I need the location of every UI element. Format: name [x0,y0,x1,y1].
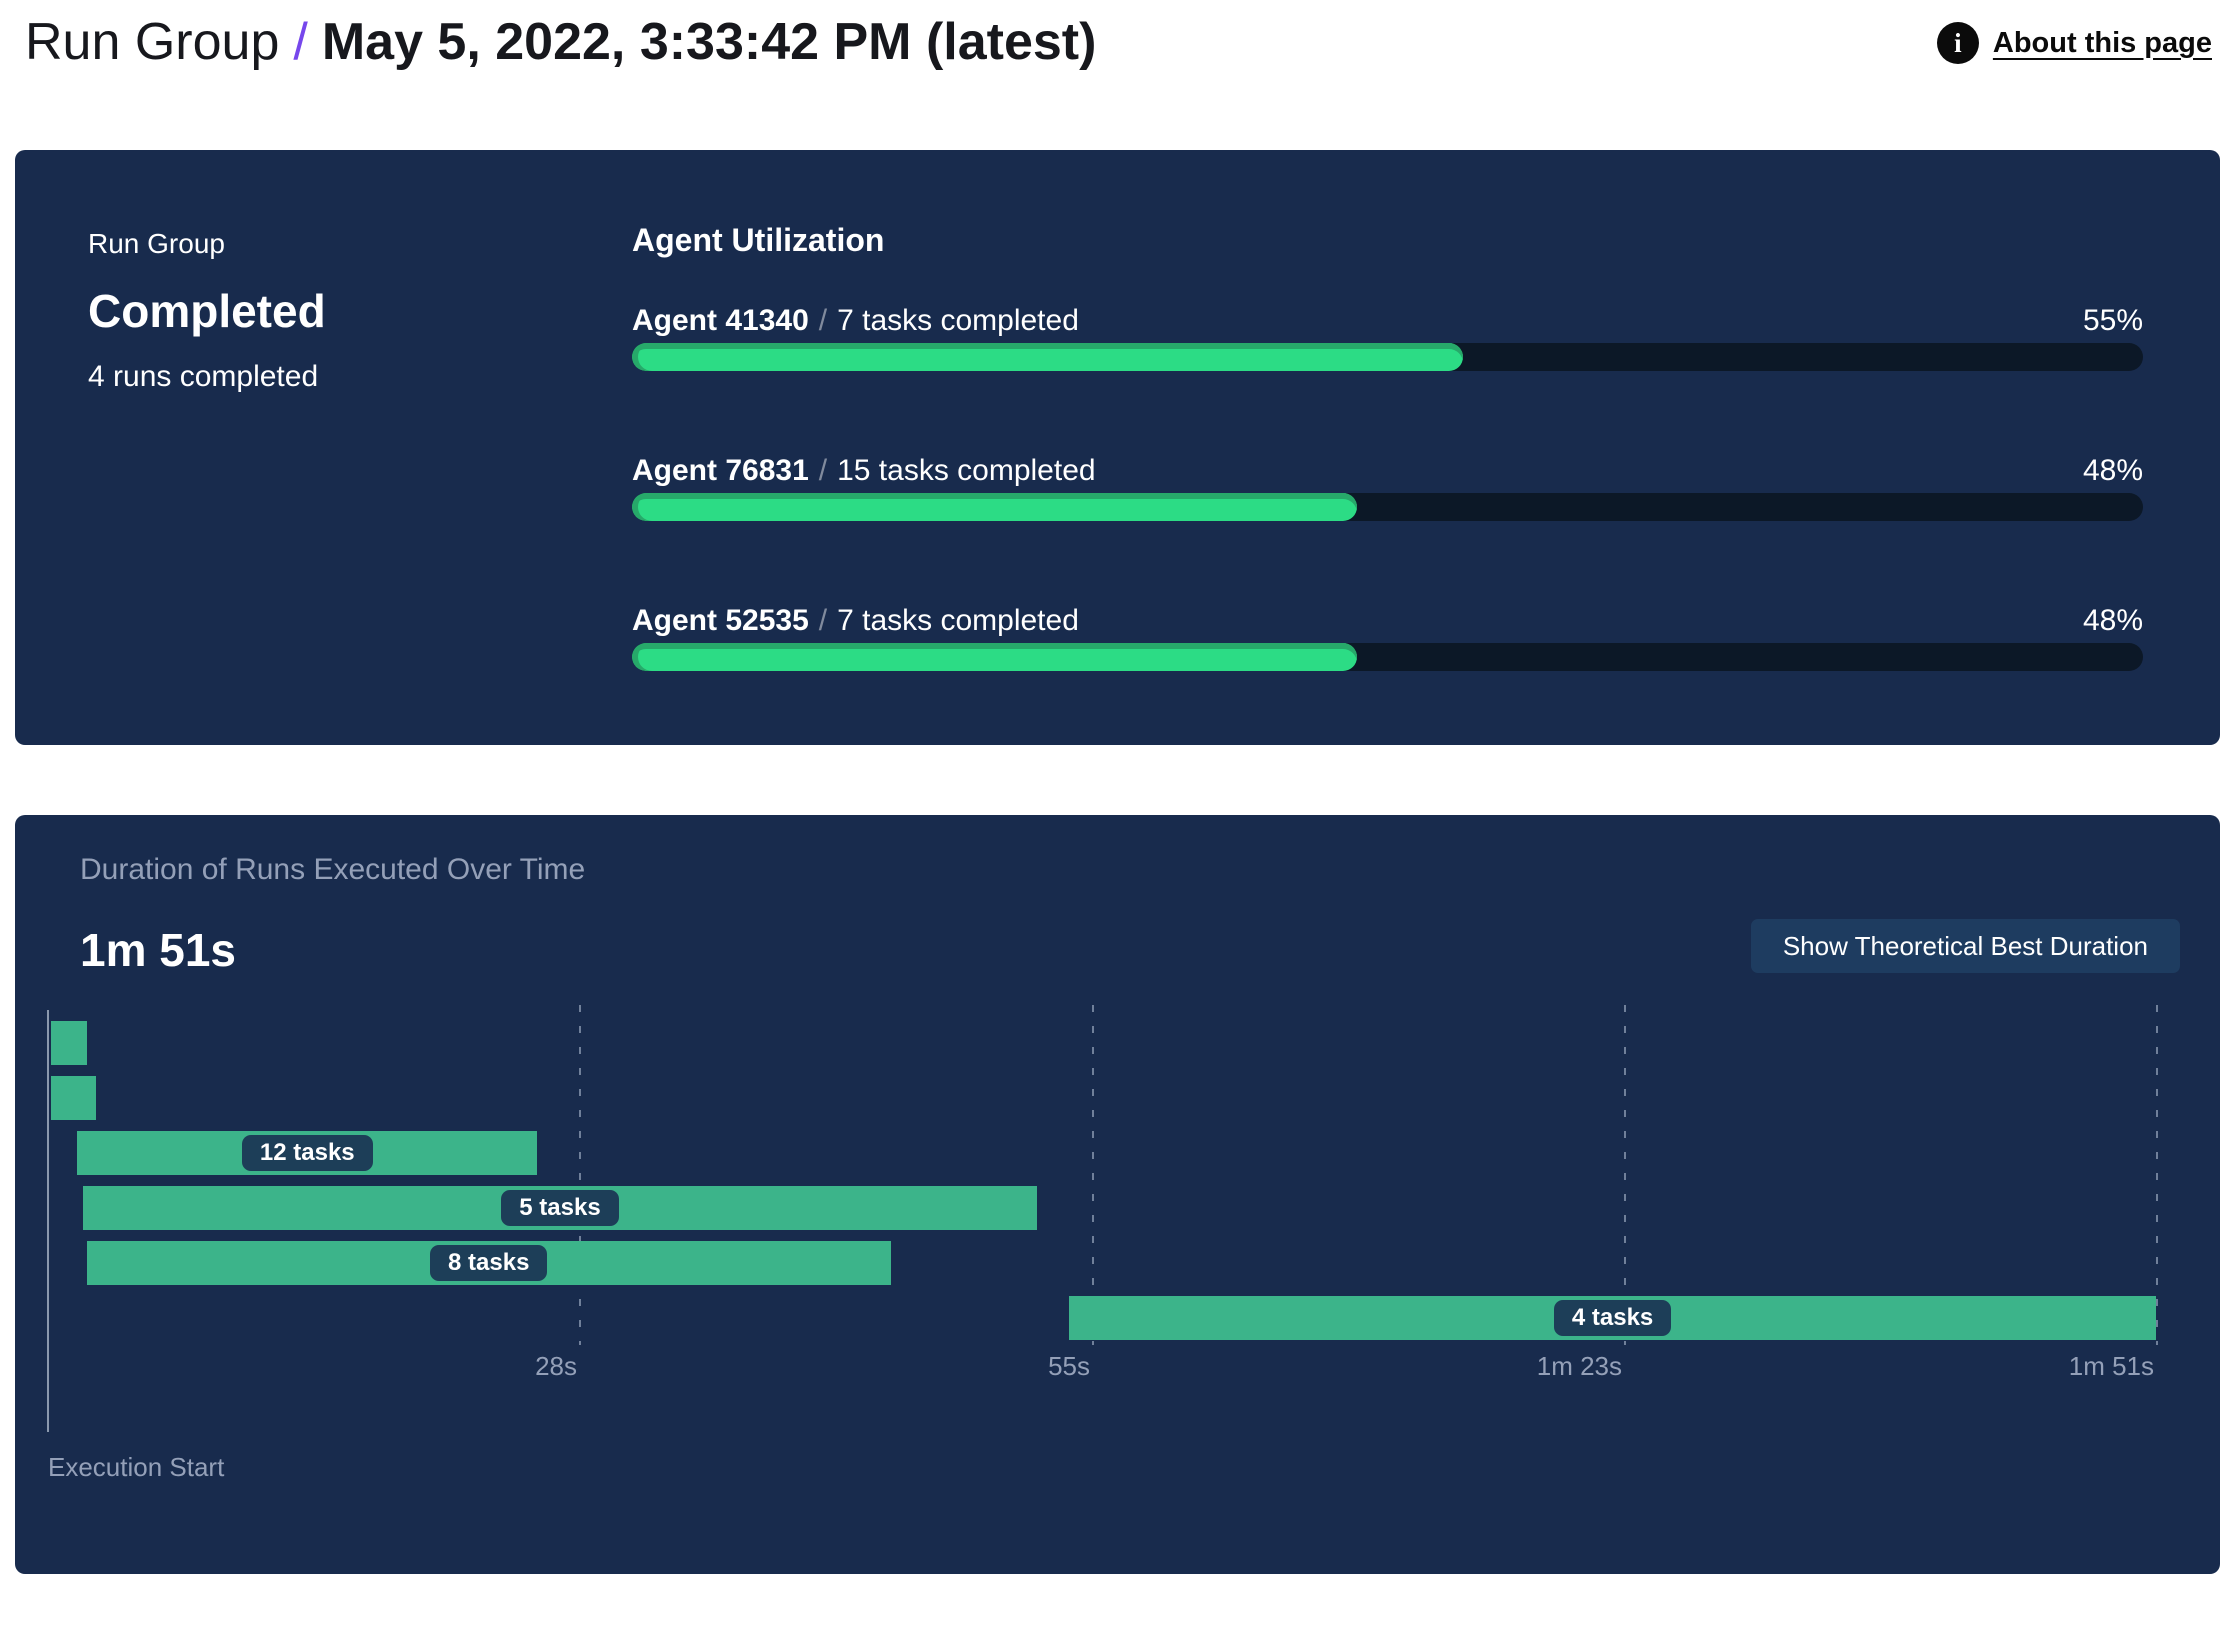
time-tick-label: 1m 23s [1536,1351,1622,1381]
run-group-panel: Run Group Completed 4 runs completed Age… [15,150,2220,745]
time-gridline [2156,1005,2158,1345]
agent-row-label: Agent 76831 / 15 tasks completed [632,454,1096,488]
breadcrumb-root[interactable]: Run Group [25,13,280,71]
task-count-chip: 4 tasks [1553,1300,1672,1336]
agent-row: Agent 52535 / 7 tasks completed 48% [632,600,2143,750]
page-title: May 5, 2022, 3:33:42 PM (latest) [321,13,1097,71]
breadcrumb: Run Group / May 5, 2022, 3:33:42 PM (lates… [25,12,1096,72]
task-count-chip: 5 tasks [501,1190,619,1226]
agent-progress-fill [632,643,1358,671]
time-tick-label: 1m 51s [2068,1351,2154,1381]
agent-tasks-completed: 7 tasks completed [837,604,1079,637]
execution-start-axis-line [47,1010,49,1432]
agent-row: Agent 41340 / 7 tasks completed 55% [632,300,2143,450]
run-duration-bar: 8 tasks [86,1241,891,1285]
agent-progress-fill [632,343,1464,371]
agent-progress-track [632,643,2143,671]
duration-panel: Duration of Runs Executed Over Time 1m 5… [15,815,2220,1574]
agent-row-label: Agent 52535 / 7 tasks completed [632,604,1079,638]
agent-row-header: Agent 52535 / 7 tasks completed 48% [632,604,2143,638]
run-duration-bar: 4 tasks [1069,1296,2156,1340]
agent-progress-track [632,343,2143,371]
agent-name: Agent 52535 [632,604,809,637]
agent-utilization-percent: 48% [2082,604,2143,637]
duration-chart-title: Duration of Runs Executed Over Time [80,853,586,886]
time-tick-label: 28s [535,1351,577,1381]
time-tick-label: 55s [1048,1351,1090,1381]
time-gridline [579,1005,581,1345]
agent-progress-track [632,493,2143,521]
agent-row: Agent 76831 / 15 tasks completed 48% [632,450,2143,600]
agent-label-separator: / [818,604,828,637]
agent-utilization-percent: 48% [2082,454,2143,487]
runs-completed-count: 4 runs completed [88,360,319,393]
agent-utilization-percent: 55% [2082,304,2143,337]
agent-tasks-completed: 7 tasks completed [837,304,1079,337]
duration-gantt-chart: Execution Start 28s 55s 1m 23s 1m 51s 12 tas… [15,815,2220,1574]
execution-start-label: Execution Start [48,1452,225,1482]
agent-row-header: Agent 76831 / 15 tasks completed 48% [632,454,2143,488]
agent-row-header: Agent 41340 / 7 tasks completed 55% [632,304,2143,338]
show-theoretical-best-duration-button[interactable]: Show Theoretical Best Duration [1750,919,2180,973]
run-duration-bar [50,1076,97,1120]
time-gridline [1092,1005,1094,1345]
agent-label-separator: / [818,454,828,487]
agent-utilization-title: Agent Utilization [632,222,885,258]
run-group-status-value: Completed [88,285,326,337]
agent-name: Agent 41340 [632,304,809,337]
task-count-chip: 8 tasks [430,1245,548,1281]
task-count-chip: 12 tasks [241,1135,373,1171]
agent-name: Agent 76831 [632,454,809,487]
total-duration-value: 1m 51s [80,924,237,976]
run-duration-bar: 12 tasks [77,1131,538,1175]
agent-label-separator: / [818,304,828,337]
about-link-label: About this page [1992,26,2212,59]
agent-tasks-completed: 15 tasks completed [837,454,1096,487]
info-icon: i [1936,22,1979,64]
breadcrumb-separator: / [293,13,308,71]
run-group-status: Run Group Completed 4 runs completed [88,228,326,394]
run-group-label: Run Group [88,228,225,259]
agent-row-label: Agent 41340 / 7 tasks completed [632,304,1079,338]
run-duration-bar [50,1021,87,1065]
time-gridline [1624,1005,1626,1345]
agent-utilization-list: Agent 41340 / 7 tasks completed 55% Agent 76… [632,300,2143,745]
run-duration-bar: 5 tasks [83,1186,1037,1230]
about-this-page-link[interactable]: i About this page [1936,22,2212,64]
agent-progress-fill [632,493,1358,521]
